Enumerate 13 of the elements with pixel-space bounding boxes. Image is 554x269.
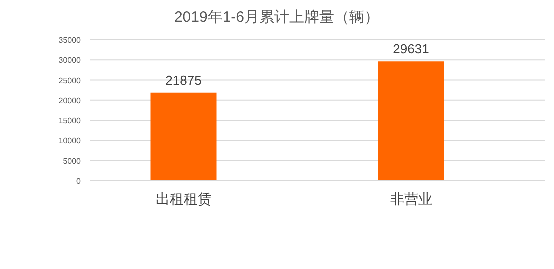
- x-tick-label: 出租租赁: [156, 191, 212, 207]
- data-label: 21875: [166, 72, 202, 88]
- y-tick-label: 20000: [58, 96, 82, 106]
- data-label: 29631: [393, 42, 430, 57]
- x-tick-label: 非营业: [390, 191, 432, 207]
- y-tick-label: 5000: [63, 156, 82, 166]
- y-tick-label: 15000: [58, 116, 82, 126]
- y-tick-label: 0: [76, 177, 82, 186]
- y-tick-label: 30000: [58, 56, 82, 66]
- y-tick-label: 25000: [58, 76, 82, 86]
- y-tick-label: 10000: [58, 136, 82, 146]
- chart-title: 2019年1-6月累计上牌量（辆）: [174, 9, 380, 26]
- y-tick-label: 35000: [58, 36, 82, 45]
